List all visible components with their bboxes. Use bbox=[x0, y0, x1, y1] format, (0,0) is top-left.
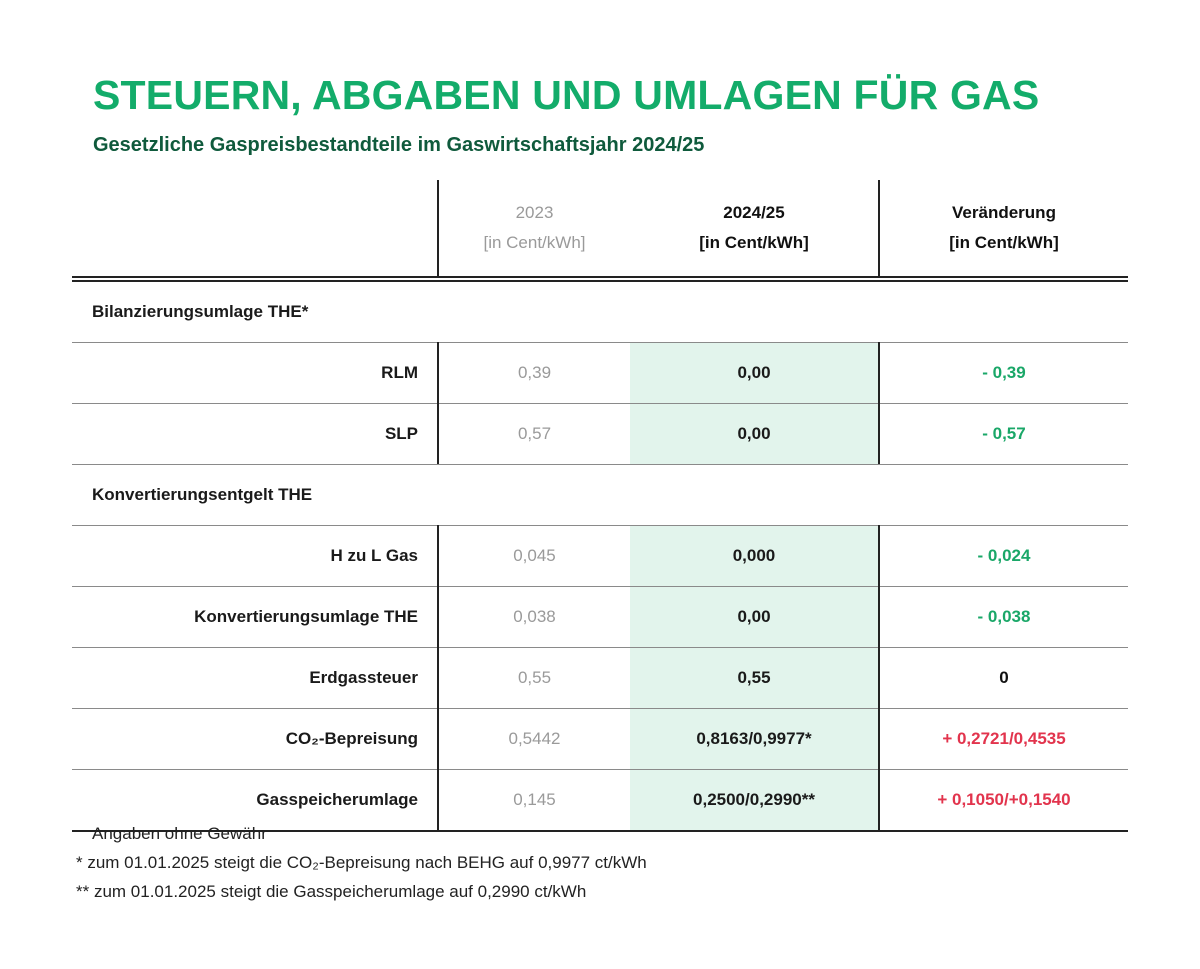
section-label: Bilanzierungsumlage THE* bbox=[92, 302, 309, 321]
footnotes: Angaben ohne Gewähr * zum 01.01.2025 ste… bbox=[76, 824, 647, 911]
row-label: Gasspeicherumlage bbox=[256, 790, 418, 809]
column-divider-right bbox=[878, 525, 880, 832]
footnote-co2: * zum 01.01.2025 steigt die CO₂-Bepreisu… bbox=[76, 853, 647, 872]
page-subtitle: Gesetzliche Gaspreisbestandteile im Gasw… bbox=[93, 134, 705, 156]
disclaimer-note: Angaben ohne Gewähr bbox=[92, 824, 267, 843]
header-2023-unit: [in Cent/kWh] bbox=[483, 233, 586, 252]
table-row: RLM 0,39 0,00 - 0,39 bbox=[72, 342, 1128, 403]
row-label: RLM bbox=[381, 363, 418, 382]
value-change: - 0,024 bbox=[977, 546, 1031, 565]
table-header: 2023 [in Cent/kWh] 2024/25 [in Cent/kWh]… bbox=[72, 180, 1128, 276]
table-bottom-line bbox=[72, 830, 1128, 832]
column-divider-right bbox=[878, 342, 880, 464]
value-2023: 0,55 bbox=[517, 668, 552, 687]
value-2023: 0,145 bbox=[513, 790, 556, 809]
table-row: H zu L Gas 0,045 0,000 - 0,024 bbox=[72, 525, 1128, 586]
section-row: Bilanzierungsumlage THE* bbox=[72, 282, 1128, 342]
value-2024: 0,00 bbox=[630, 404, 878, 464]
row-label: Konvertierungsumlage THE bbox=[194, 607, 418, 626]
row-label: H zu L Gas bbox=[330, 546, 418, 565]
value-2024: 0,55 bbox=[630, 648, 878, 708]
table-row: SLP 0,57 0,00 - 0,57 bbox=[72, 403, 1128, 464]
header-divider-bottom bbox=[72, 280, 1128, 282]
row-label: SLP bbox=[384, 424, 418, 443]
section-label: Konvertierungsentgelt THE bbox=[92, 485, 313, 504]
column-divider-left bbox=[437, 342, 439, 464]
value-2023: 0,045 bbox=[513, 546, 556, 565]
header-change-unit: [in Cent/kWh] bbox=[949, 233, 1059, 252]
value-2024: 0,00 bbox=[630, 343, 878, 403]
header-2023: 2023 [in Cent/kWh] bbox=[439, 180, 630, 276]
value-change: 0 bbox=[999, 668, 1009, 687]
header-2024-label: 2024/25 bbox=[723, 203, 785, 222]
value-2023: 0,57 bbox=[517, 424, 552, 443]
value-2024: 0,8163/0,9977* bbox=[630, 709, 878, 769]
column-divider-left bbox=[437, 525, 439, 832]
table-body: Bilanzierungsumlage THE* RLM 0,39 0,00 - 0,3… bbox=[72, 282, 1128, 830]
header-2023-label: 2023 bbox=[515, 203, 554, 222]
price-table: 2023 [in Cent/kWh] 2024/25 [in Cent/kWh]… bbox=[72, 180, 1128, 832]
value-2024: 0,00 bbox=[630, 587, 878, 647]
value-2024: 0,000 bbox=[630, 526, 878, 586]
table-row: Konvertierungsumlage THE 0,038 0,00 - 0,038 bbox=[72, 586, 1128, 647]
value-2024: 0,2500/0,2990** bbox=[630, 770, 878, 830]
value-change: + 0,2721/0,4535 bbox=[942, 729, 1066, 748]
value-2023: 0,038 bbox=[513, 607, 556, 626]
value-change: - 0,038 bbox=[977, 607, 1031, 626]
column-divider-right bbox=[878, 180, 880, 276]
section-row: Konvertierungsentgelt THE bbox=[72, 464, 1128, 525]
value-2023: 0,39 bbox=[517, 363, 552, 382]
header-divider-top bbox=[72, 276, 1128, 278]
row-label: Erdgassteuer bbox=[309, 668, 418, 687]
header-change-label: Veränderung bbox=[952, 203, 1056, 222]
header-2024-unit: [in Cent/kWh] bbox=[699, 233, 809, 252]
table-row: Erdgassteuer 0,55 0,55 0 bbox=[72, 647, 1128, 708]
table-row: Gasspeicherumlage 0,145 0,2500/0,2990** + 0… bbox=[72, 769, 1128, 830]
footnote-storage: ** zum 01.01.2025 steigt die Gasspeicher… bbox=[76, 882, 587, 901]
header-2024: 2024/25 [in Cent/kWh] bbox=[630, 180, 878, 276]
header-change: Veränderung [in Cent/kWh] bbox=[880, 180, 1128, 276]
value-change: + 0,1050/+0,1540 bbox=[937, 790, 1071, 809]
value-change: - 0,39 bbox=[982, 363, 1026, 382]
value-change: - 0,57 bbox=[982, 424, 1026, 443]
column-divider-left bbox=[437, 180, 439, 276]
table-row: CO₂-Bepreisung 0,5442 0,8163/0,9977* + 0,27… bbox=[72, 708, 1128, 769]
row-label: CO₂-Bepreisung bbox=[285, 729, 418, 748]
value-2023: 0,5442 bbox=[508, 729, 561, 748]
page-title: STEUERN, ABGABEN UND UMLAGEN FÜR GAS bbox=[93, 72, 1040, 118]
